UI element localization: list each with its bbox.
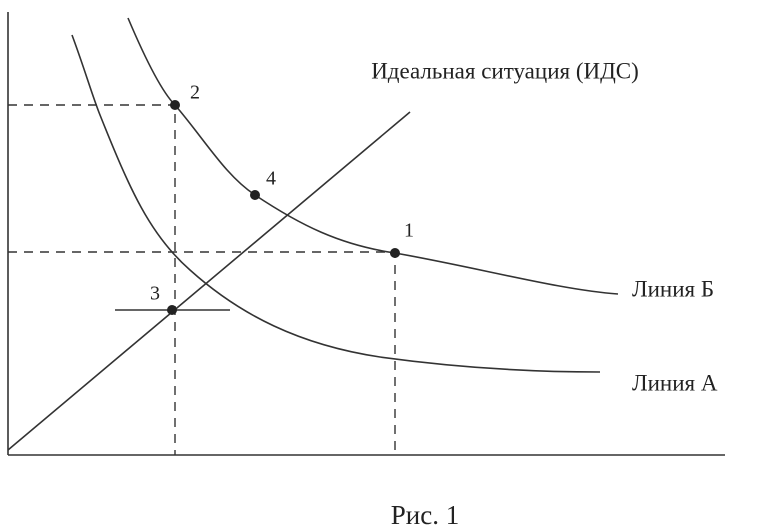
ideal-line xyxy=(7,111,411,451)
point-label: 4 xyxy=(266,168,276,190)
guide-line xyxy=(8,104,176,455)
line-label: Линия Б xyxy=(632,276,714,301)
point xyxy=(250,190,260,200)
point xyxy=(390,248,400,258)
line-label: Идеальная ситуация (ИДС) xyxy=(371,58,639,83)
point xyxy=(167,305,177,315)
point-label: 2 xyxy=(190,82,200,104)
point xyxy=(170,100,180,110)
guide-line xyxy=(8,251,396,455)
line-b xyxy=(127,17,619,295)
line-a xyxy=(71,34,601,373)
line-label: Линия А xyxy=(632,370,718,395)
point-label: 1 xyxy=(404,220,414,242)
caption: Рис. 1 xyxy=(391,500,459,530)
point-label: 3 xyxy=(150,283,160,305)
